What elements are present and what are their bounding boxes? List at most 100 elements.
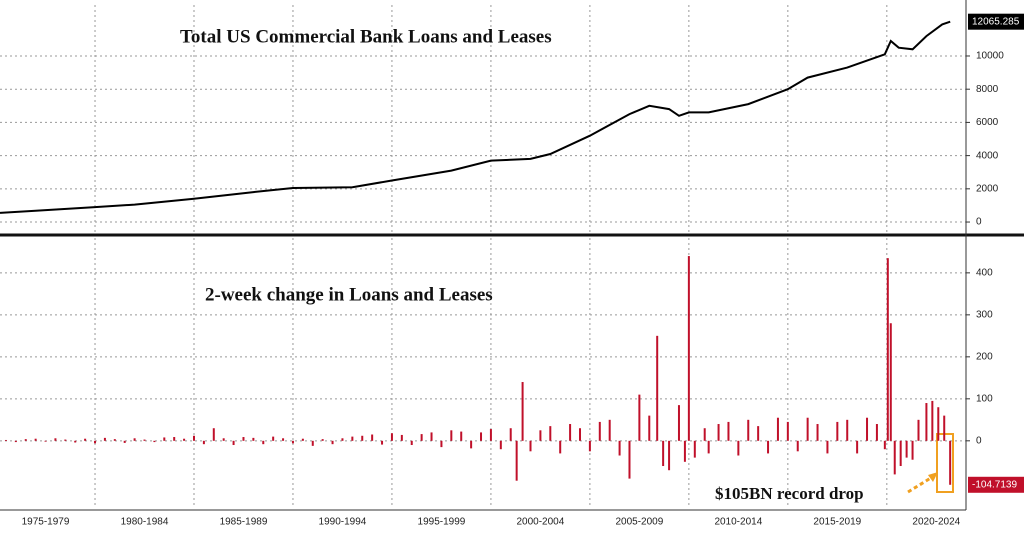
bar: [687, 256, 690, 441]
y-tick-label: 400: [976, 267, 993, 278]
bar: [163, 437, 166, 441]
y-tick-label: 0: [976, 217, 982, 228]
bar: [291, 440, 294, 444]
bar: [727, 421, 730, 441]
bar: [192, 435, 195, 441]
bar: [212, 428, 215, 441]
y-tick-label: 300: [976, 309, 993, 320]
last-value-label: -104.7139: [972, 479, 1017, 490]
y-tick-label: 2000: [976, 183, 999, 194]
y-tick-label: 8000: [976, 84, 999, 95]
bar: [272, 436, 275, 441]
bar: [410, 440, 413, 446]
bar: [677, 405, 680, 441]
y-tick-label: 4000: [976, 150, 999, 161]
bar: [470, 440, 473, 449]
bar: [331, 440, 334, 445]
bar: [717, 424, 720, 441]
bar: [84, 438, 87, 441]
bar: [786, 421, 789, 441]
bar: [351, 436, 354, 441]
y-tick-label: 0: [976, 435, 982, 446]
bar: [757, 426, 760, 441]
bar: [282, 438, 285, 441]
bar: [889, 323, 892, 441]
bar: [866, 417, 869, 441]
bar: [480, 432, 483, 441]
bar: [931, 400, 934, 441]
bar: [14, 440, 17, 443]
bar: [420, 434, 423, 441]
bar: [875, 424, 878, 441]
bar: [886, 258, 889, 441]
x-tick-label: 2020-2024: [912, 517, 960, 528]
y-tick-label: 10000: [976, 51, 1004, 62]
bar: [24, 439, 27, 441]
bar: [153, 440, 156, 443]
top-title: Total US Commercial Bank Loans and Lease…: [180, 26, 552, 47]
bar: [341, 438, 344, 441]
last-value-box: [968, 13, 1024, 30]
bar: [515, 440, 518, 481]
bar: [549, 426, 552, 441]
last-value-box: [968, 476, 1024, 493]
bar: [608, 419, 611, 441]
bar: [816, 424, 819, 441]
bar: [683, 440, 686, 462]
bar: [400, 434, 403, 441]
x-tick-label: 2005-2009: [615, 517, 663, 528]
bar: [638, 394, 641, 441]
bar: [381, 440, 384, 445]
annotation: $105BN record drop: [715, 484, 864, 503]
bar: [133, 438, 136, 441]
bar: [183, 438, 186, 441]
y-tick-label: 200: [976, 351, 993, 362]
bar: [430, 432, 433, 441]
bar: [390, 433, 393, 441]
bar: [371, 434, 374, 441]
bar: [113, 439, 116, 441]
bar: [628, 440, 631, 479]
bar: [703, 428, 706, 441]
bar: [893, 440, 896, 475]
bar: [656, 335, 659, 441]
bar: [173, 437, 176, 441]
bar: [311, 440, 314, 446]
bar: [321, 439, 324, 441]
bar: [856, 440, 859, 454]
bar: [450, 430, 453, 441]
bar: [521, 382, 524, 441]
bar: [911, 440, 914, 460]
bar: [707, 440, 710, 454]
bar: [262, 440, 265, 445]
arrow-head: [928, 472, 938, 482]
bar: [846, 419, 849, 441]
bar: [693, 440, 696, 458]
bar: [796, 440, 799, 452]
annotation-arrow: [907, 474, 935, 494]
bar: [509, 428, 512, 441]
bar: [202, 440, 205, 445]
bar: [440, 440, 443, 448]
bar: [578, 428, 581, 441]
bar: [618, 440, 621, 456]
bar: [529, 440, 532, 452]
bar: [668, 440, 671, 471]
bar: [222, 438, 225, 441]
bar: [489, 429, 492, 441]
bar: [737, 440, 740, 456]
bar: [925, 403, 928, 441]
bar: [905, 440, 908, 458]
x-tick-label: 2000-2004: [516, 517, 564, 528]
bar: [143, 439, 146, 441]
y-tick-label: 6000: [976, 117, 999, 128]
bottom-title: 2-week change in Loans and Leases: [205, 284, 493, 305]
bar: [499, 440, 502, 450]
bar: [747, 419, 750, 441]
x-tick-label: 1990-1994: [319, 517, 367, 528]
bar: [569, 424, 572, 441]
bar: [883, 440, 886, 450]
x-tick-label: 1980-1984: [121, 517, 169, 528]
